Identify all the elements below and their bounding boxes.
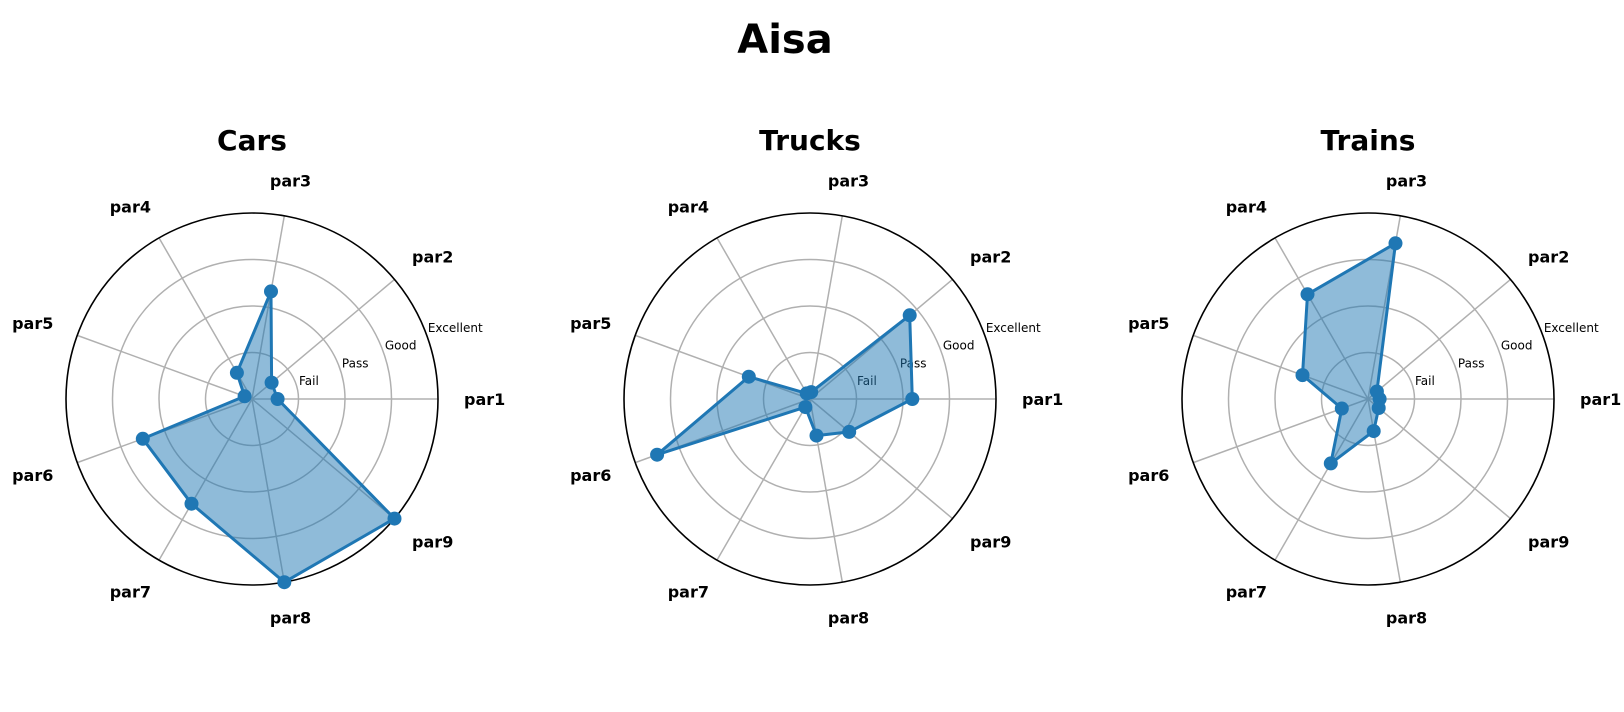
data-point-par4 bbox=[1300, 287, 1315, 302]
ring-label: Fail bbox=[1415, 374, 1435, 388]
data-point-par3 bbox=[1388, 236, 1403, 251]
axis-label-par4: par4 bbox=[110, 198, 151, 217]
data-point-par9 bbox=[1371, 401, 1386, 415]
data-point-par8 bbox=[277, 575, 292, 590]
data-point-par4 bbox=[229, 365, 244, 380]
axis-label-par6: par6 bbox=[1128, 466, 1169, 485]
data-point-par2 bbox=[1369, 384, 1384, 399]
data-point-par7 bbox=[1323, 456, 1338, 471]
ring-label: Pass bbox=[1458, 356, 1485, 370]
axis-label-par6: par6 bbox=[12, 466, 53, 485]
ring-label: Good bbox=[385, 339, 417, 353]
polar-frame bbox=[65, 212, 439, 586]
data-point-par8 bbox=[809, 428, 824, 443]
ring-label: Good bbox=[1501, 339, 1533, 353]
figure-title: Aisa bbox=[737, 17, 832, 63]
axis-label-par9: par9 bbox=[412, 533, 453, 552]
axis-label-par4: par4 bbox=[668, 198, 709, 217]
data-point-par2 bbox=[264, 375, 279, 390]
axis-label-par8: par8 bbox=[828, 609, 869, 628]
axis-label-par8: par8 bbox=[270, 609, 311, 628]
radar-chart-cars: Cars Fail Pass Good Excellent par1 par2 par3 pa… bbox=[12, 124, 505, 628]
axis-label-par2: par2 bbox=[970, 247, 1011, 266]
axis-label-par2: par2 bbox=[412, 247, 453, 266]
data-point-par7 bbox=[184, 496, 199, 511]
ring-label: Excellent bbox=[428, 321, 483, 335]
chart-title: Trucks bbox=[759, 124, 861, 157]
series-area bbox=[655, 313, 914, 457]
ring-label: Fail bbox=[299, 374, 319, 388]
axis-label-par5: par5 bbox=[570, 314, 611, 333]
axis-label-par3: par3 bbox=[270, 171, 311, 190]
grid-spoke bbox=[809, 215, 844, 400]
chart-title: Trains bbox=[1321, 124, 1416, 157]
ring-label: Good bbox=[943, 339, 975, 353]
axis-label-par9: par9 bbox=[1528, 533, 1569, 552]
data-point-par6 bbox=[1334, 401, 1349, 416]
radar-chart-trains: Trains Fail Pass Good Excellent par1 par2 par3… bbox=[1128, 124, 1621, 628]
axis-label-par8: par8 bbox=[1386, 609, 1427, 628]
axis-label-par4: par4 bbox=[1226, 198, 1267, 217]
axis-label-par2: par2 bbox=[1528, 247, 1569, 266]
data-point-par6 bbox=[135, 431, 150, 446]
polar-frame bbox=[623, 212, 997, 586]
data-point-par5 bbox=[741, 369, 756, 384]
grid-spoke bbox=[76, 334, 253, 400]
data-point-par2 bbox=[902, 308, 917, 323]
series-area bbox=[1301, 241, 1397, 465]
axis-label-par3: par3 bbox=[828, 171, 869, 190]
grid-spoke bbox=[716, 398, 811, 561]
data-point-par5 bbox=[1295, 368, 1310, 383]
axis-label-par5: par5 bbox=[1128, 314, 1169, 333]
axis-label-par1: par1 bbox=[464, 390, 505, 409]
axis-label-par1: par1 bbox=[1022, 390, 1063, 409]
data-point-par1 bbox=[905, 392, 920, 406]
axis-label-par7: par7 bbox=[1226, 582, 1267, 601]
radar-chart-trucks: Trucks FailPassGoodExcellentpar1par2par3… bbox=[570, 124, 1063, 628]
ring-label: Excellent bbox=[986, 321, 1041, 335]
axis-label-par7: par7 bbox=[110, 582, 151, 601]
axis-label-par1: par1 bbox=[1580, 390, 1621, 409]
ring-label: Excellent bbox=[1544, 321, 1599, 335]
axis-label-par7: par7 bbox=[668, 582, 709, 601]
data-point-par8 bbox=[1366, 424, 1381, 439]
grid-spoke bbox=[1367, 278, 1511, 400]
data-point-par4 bbox=[799, 386, 814, 401]
data-point-par6 bbox=[650, 447, 665, 462]
data-point-par9 bbox=[387, 511, 402, 526]
chart-title: Cars bbox=[217, 124, 287, 157]
data-point-par3 bbox=[264, 284, 278, 299]
data-point-par7 bbox=[798, 400, 813, 415]
series-area bbox=[141, 289, 396, 584]
grid-spoke bbox=[716, 237, 811, 400]
axis-label-par5: par5 bbox=[12, 314, 53, 333]
data-point-par1 bbox=[270, 392, 285, 406]
ring-label: Pass bbox=[342, 356, 369, 370]
axis-label-par9: par9 bbox=[970, 533, 1011, 552]
data-point-par5 bbox=[237, 389, 252, 404]
axis-label-par3: par3 bbox=[1386, 171, 1427, 190]
axis-label-par6: par6 bbox=[570, 466, 611, 485]
polar-frame bbox=[1181, 212, 1555, 586]
grid-spoke bbox=[1367, 398, 1511, 520]
data-point-par9 bbox=[842, 424, 857, 439]
